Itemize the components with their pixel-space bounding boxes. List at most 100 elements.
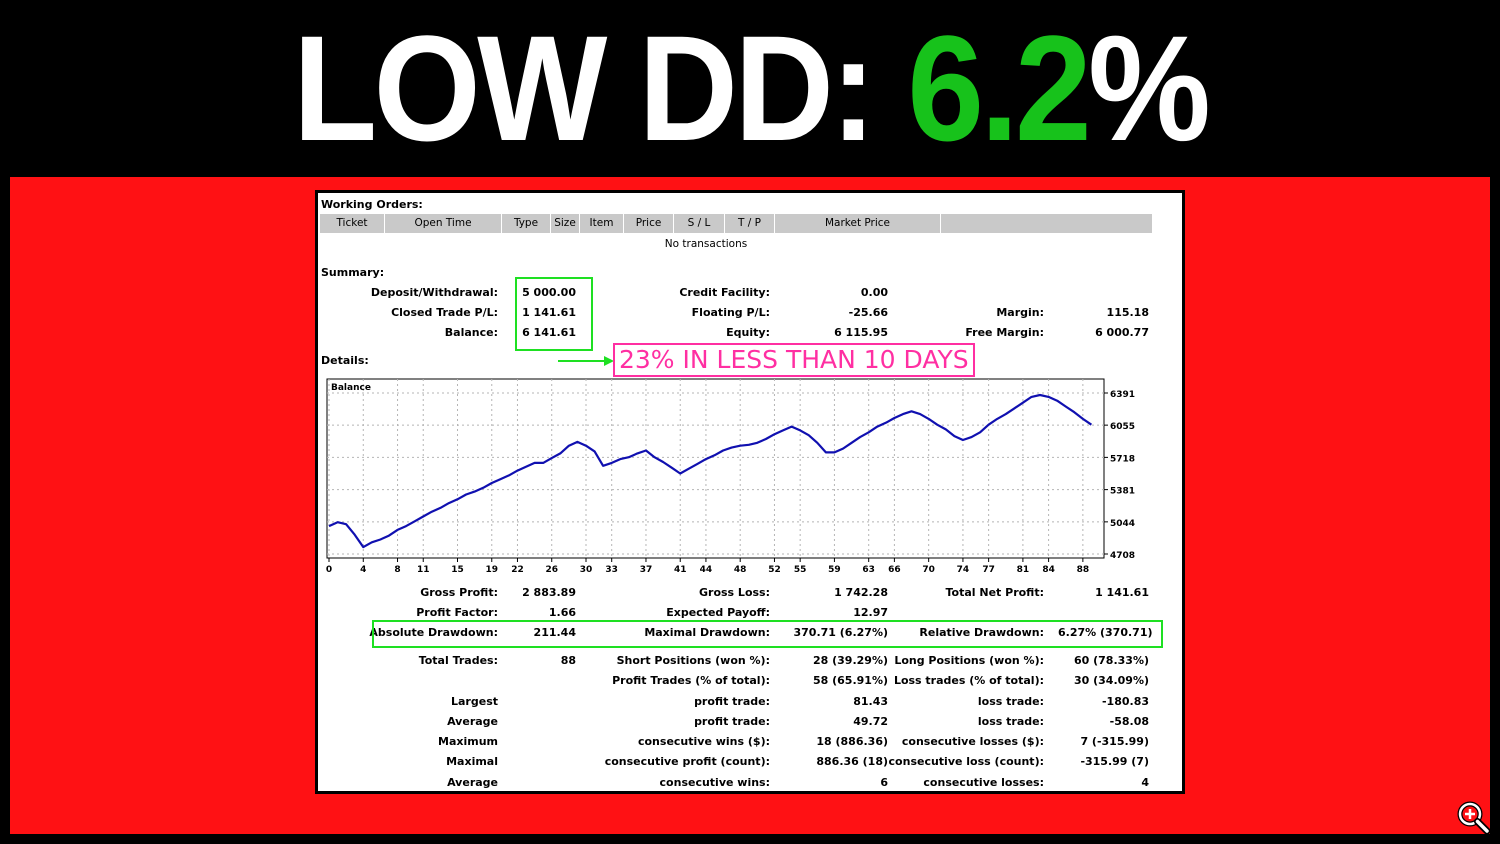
- loss-trades-label: Loss trades (% of total):: [893, 674, 1044, 687]
- col-item: Item: [580, 214, 624, 233]
- balance-label: Balance:: [444, 326, 498, 339]
- equity-value: 6 115.95: [834, 326, 888, 339]
- average-loss-label: loss trade:: [977, 715, 1044, 728]
- short-positions-label: Short Positions (won %):: [616, 654, 770, 667]
- floating-value: -25.66: [848, 306, 888, 319]
- chart-frame: [326, 378, 1105, 559]
- col-type: Type: [502, 214, 551, 233]
- max-consecutive-losses-label: consecutive losses ($):: [901, 735, 1044, 748]
- equity-label: Equity:: [726, 326, 770, 339]
- short-positions-value: 28 (39.29%): [812, 654, 888, 667]
- col-price: Price: [624, 214, 674, 233]
- free-margin-label: Free Margin:: [965, 326, 1044, 339]
- chart-x-tick-label: 26: [545, 565, 558, 575]
- relative-drawdown-label: Relative Drawdown:: [919, 626, 1044, 639]
- chart-y-tick-label: 6391: [1110, 390, 1135, 400]
- chart-x-tick-label: 52: [768, 565, 781, 575]
- chart-x-tick-label: 88: [1077, 565, 1090, 575]
- absolute-drawdown-value: 211.44: [533, 626, 576, 639]
- chart-series-line: [328, 393, 1093, 549]
- headline-value: 6.2: [907, 4, 1091, 172]
- headline-prefix: LOW DD:: [292, 4, 908, 172]
- average-profit-value: 49.72: [853, 715, 888, 728]
- col-open-time: Open Time: [385, 214, 502, 233]
- credit-label: Credit Facility:: [679, 286, 770, 299]
- chart-x-tick-label: 77: [982, 565, 995, 575]
- chart-y-tick-label: 5718: [1110, 454, 1135, 464]
- largest-loss-value: -180.83: [1101, 695, 1149, 708]
- maximal-label: Maximal: [446, 755, 498, 768]
- avg-consecutive-wins-value: 6: [880, 776, 888, 789]
- chart-x-tick-label: 74: [957, 565, 970, 575]
- chart-x-tick-label: 63: [862, 565, 875, 575]
- loss-trades-value: 30 (34.09%): [1073, 674, 1149, 687]
- balance-highlight-box: [515, 277, 593, 351]
- profit-factor-label: Profit Factor:: [416, 606, 498, 619]
- credit-value: 0.00: [860, 286, 888, 299]
- drawdown-highlight-box: [372, 620, 1163, 648]
- chart-x-tick-label: 8: [394, 565, 400, 575]
- annotation-arrow: [558, 356, 614, 366]
- expected-payoff-label: Expected Payoff:: [666, 606, 770, 619]
- total-net-value: 1 141.61: [1095, 586, 1149, 599]
- avg-consecutive-wins-label: consecutive wins:: [659, 776, 770, 789]
- largest-loss-label: loss trade:: [977, 695, 1044, 708]
- headline-suffix: %: [1088, 4, 1211, 172]
- expected-payoff-value: 12.97: [853, 606, 888, 619]
- details-title: Details:: [321, 354, 369, 367]
- average-loss-value: -58.08: [1109, 715, 1149, 728]
- col-market-price: Market Price: [775, 214, 941, 233]
- margin-value: 115.18: [1106, 306, 1149, 319]
- col-sl: S / L: [674, 214, 725, 233]
- chart-x-tick-label: 22: [511, 565, 524, 575]
- chart-x-tick-label: 84: [1042, 565, 1055, 575]
- gross-loss-label: Gross Loss:: [699, 586, 770, 599]
- zoom-in-icon[interactable]: [1456, 800, 1490, 834]
- working-orders-title: Working Orders:: [321, 198, 423, 211]
- annotation-callout: 23% IN LESS THAN 10 DAYS: [613, 343, 975, 377]
- maximal-drawdown-value: 370.71 (6.27%): [793, 626, 889, 639]
- chart-x-tick-label: 55: [794, 565, 807, 575]
- maximal-consecutive-profit-value: 886.36 (18): [816, 755, 888, 768]
- maximal-drawdown-label: Maximal Drawdown:: [644, 626, 770, 639]
- average-profit-label: profit trade:: [694, 715, 770, 728]
- avg-consecutive-losses-value: 4: [1141, 776, 1149, 789]
- working-orders-header: Ticket Open Time Type Size Item Price S …: [320, 214, 1152, 233]
- deposit-value: 5 000.00: [522, 286, 576, 299]
- maximum-label: Maximum: [438, 735, 498, 748]
- chart-x-tick-label: 33: [605, 565, 618, 575]
- chart-y-tick-label: 5044: [1110, 519, 1135, 529]
- maximal-consecutive-loss-value: -315.99 (7): [1080, 755, 1149, 768]
- closed-pl-label: Closed Trade P/L:: [391, 306, 498, 319]
- total-net-label: Total Net Profit:: [945, 586, 1045, 599]
- chart-x-tick-label: 81: [1017, 565, 1030, 575]
- chart-x-tick-label: 66: [888, 565, 901, 575]
- maximal-consecutive-loss-label: consecutive loss (count):: [888, 755, 1044, 768]
- chart-x-tick-label: 59: [828, 565, 841, 575]
- profit-factor-value: 1.66: [548, 606, 576, 619]
- gross-profit-value: 2 883.89: [522, 586, 576, 599]
- long-positions-label: Long Positions (won %):: [894, 654, 1044, 667]
- absolute-drawdown-label: Absolute Drawdown:: [369, 626, 498, 639]
- col-size: Size: [551, 214, 580, 233]
- chart-x-tick-label: 15: [451, 565, 464, 575]
- max-consecutive-losses-value: 7 (-315.99): [1080, 735, 1149, 748]
- largest-profit-value: 81.43: [853, 695, 888, 708]
- closed-pl-value: 1 141.61: [522, 306, 576, 319]
- chart-x-tick-label: 0: [326, 565, 332, 575]
- account-report: Working Orders: Ticket Open Time Type Si…: [315, 190, 1185, 794]
- chart-x-tick-label: 44: [700, 565, 713, 575]
- avg-consecutive-losses-label: consecutive losses:: [923, 776, 1044, 789]
- chart-x-tick-label: 30: [580, 565, 593, 575]
- no-transactions-text: No transactions: [664, 238, 748, 250]
- total-trades-label: Total Trades:: [418, 654, 498, 667]
- margin-label: Margin:: [996, 306, 1044, 319]
- average-label: Average: [447, 715, 498, 728]
- chart-x-tick-label: 37: [640, 565, 653, 575]
- chart-x-tick-label: 19: [486, 565, 499, 575]
- col-tp: T / P: [725, 214, 775, 233]
- chart-x-tick-label: 11: [417, 565, 430, 575]
- largest-label: Largest: [451, 695, 498, 708]
- headline: LOW DD: 6.2%: [60, 8, 1440, 168]
